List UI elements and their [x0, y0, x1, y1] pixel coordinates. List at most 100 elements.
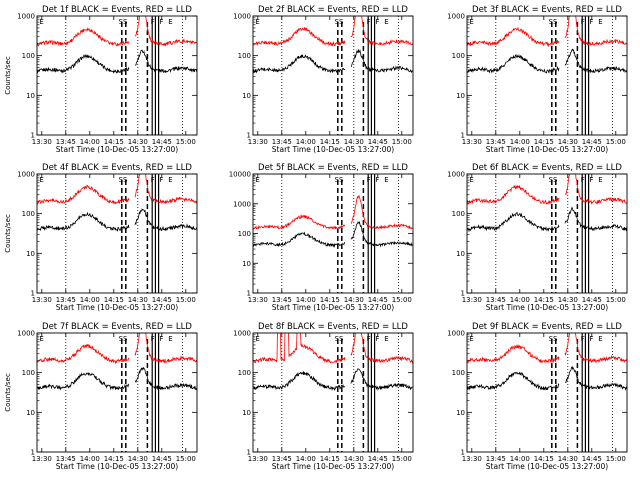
x-axis: 13:30 13:45 14:00 14:15 14:30 14:45 15:00 [248, 16, 412, 146]
event-letter: F [581, 18, 585, 26]
events-series-line [253, 220, 413, 248]
event-letter: E [598, 176, 602, 184]
x-tick-label: 15:00 [392, 296, 412, 304]
x-axis-label: Start Time (10-Dec-05 13:27:00) [56, 462, 178, 471]
y-tick-label: 1000 [233, 200, 251, 208]
panel-title: Det 6f BLACK = Events, RED = LLD [472, 163, 622, 173]
x-tick-label: 14:00 [80, 296, 100, 304]
x-tick-label: 13:45 [56, 138, 76, 146]
x-tick-label: 14:30 [344, 455, 364, 463]
event-letter: F [151, 176, 155, 184]
x-tick-label: 14:00 [296, 138, 316, 146]
lld-series-line [37, 333, 197, 365]
y-tick-label: 1000 [17, 13, 35, 21]
y-axis: 1 10 100 1000 [447, 330, 627, 457]
lld-series-line [253, 194, 413, 230]
event-letter: E [469, 176, 473, 184]
event-letters: E SS F F E [255, 18, 388, 26]
x-axis-label: Start Time (10-Dec-05 13:27:00) [486, 303, 608, 312]
plot-frame [36, 15, 198, 136]
y-axis: 1 10 100 1000 [447, 13, 627, 140]
x-tick-label: 13:30 [462, 455, 482, 463]
event-letter: F [151, 335, 155, 343]
panel-title: Det 3f BLACK = Events, RED = LLD [472, 5, 622, 15]
x-tick-label: 14:30 [558, 455, 578, 463]
x-axis-label: Start Time (10-Dec-05 13:27:00) [56, 145, 178, 154]
event-letter: F [367, 18, 371, 26]
event-letter: E [168, 18, 172, 26]
x-axis: 13:30 13:45 14:00 14:15 14:30 14:45 15:00 [462, 174, 626, 304]
y-tick-label: 1000 [233, 13, 251, 21]
y-tick-label: 1000 [447, 330, 465, 338]
x-axis-label: Start Time (10-Dec-05 13:27:00) [272, 462, 394, 471]
y-tick-label: 1 [31, 132, 35, 140]
x-tick-label: 14:30 [128, 296, 148, 304]
x-tick-label: 14:00 [510, 296, 530, 304]
lld-series-line [37, 16, 197, 47]
x-tick-label: 14:00 [80, 455, 100, 463]
x-tick-label: 13:30 [32, 138, 52, 146]
y-tick-label: 1 [31, 290, 35, 298]
y-tick-label: 10000 [229, 171, 251, 179]
marker-lines [495, 174, 613, 293]
y-tick-label: 10 [26, 92, 35, 100]
y-axis-label: Counts/sec [4, 56, 12, 95]
x-axis: 13:30 13:45 14:00 14:15 14:30 14:45 15:00 [248, 174, 412, 304]
x-tick-label: 14:15 [534, 455, 554, 463]
y-tick-label: 1 [461, 132, 465, 140]
y-tick-label: 100 [452, 52, 465, 60]
x-tick-label: 13:45 [272, 296, 292, 304]
event-letter: E [384, 176, 388, 184]
events-series-line [253, 49, 413, 74]
x-tick-label: 14:45 [582, 455, 602, 463]
y-tick-label: 10 [26, 250, 35, 258]
x-tick-label: 13:45 [272, 138, 292, 146]
events-series-line [467, 206, 627, 233]
event-letter: F [581, 176, 585, 184]
x-tick-label: 13:45 [486, 455, 506, 463]
lld-series-line [253, 333, 413, 364]
event-letter: SS [119, 18, 128, 26]
x-tick-label: 15:00 [392, 455, 412, 463]
event-letter: E [469, 335, 473, 343]
plot-frame [252, 332, 414, 453]
x-axis: 13:30 13:45 14:00 14:15 14:30 14:45 15:00 [32, 174, 196, 304]
y-axis: 1 10 100 1000 [17, 330, 197, 457]
x-tick-label: 15:00 [176, 455, 196, 463]
x-axis: 13:30 13:45 14:00 14:15 14:30 14:45 15:00 [248, 333, 412, 463]
x-tick-label: 14:45 [368, 138, 388, 146]
y-tick-label: 1000 [17, 171, 35, 179]
event-letters: E SS F F E [39, 18, 172, 26]
x-tick-label: 14:45 [152, 296, 172, 304]
x-tick-label: 14:30 [344, 296, 364, 304]
y-axis-label: Counts/sec [4, 373, 12, 412]
y-tick-label: 1 [31, 449, 35, 457]
plot-frame [252, 15, 414, 136]
x-tick-label: 15:00 [606, 138, 626, 146]
x-tick-label: 14:15 [104, 138, 124, 146]
x-tick-label: 13:45 [56, 455, 76, 463]
x-tick-label: 14:45 [582, 138, 602, 146]
x-tick-label: 14:00 [80, 138, 100, 146]
event-letter: SS [549, 176, 558, 184]
event-letter: E [39, 176, 43, 184]
plot-frame [466, 15, 628, 136]
y-axis: 1 10 100 1000 [17, 13, 197, 140]
plot-frame [36, 173, 198, 294]
event-letter: SS [335, 18, 344, 26]
lld-series-line [253, 16, 413, 47]
event-letter: F [589, 18, 593, 26]
y-tick-label: 1 [247, 132, 251, 140]
y-axis: 1 10 100 1000 [447, 171, 627, 298]
x-tick-label: 15:00 [176, 138, 196, 146]
y-tick-label: 100 [22, 369, 35, 377]
x-tick-label: 14:45 [368, 455, 388, 463]
event-letter: F [375, 335, 379, 343]
marker-lines [65, 333, 184, 452]
event-letter: F [589, 335, 593, 343]
y-tick-label: 1000 [233, 330, 251, 338]
